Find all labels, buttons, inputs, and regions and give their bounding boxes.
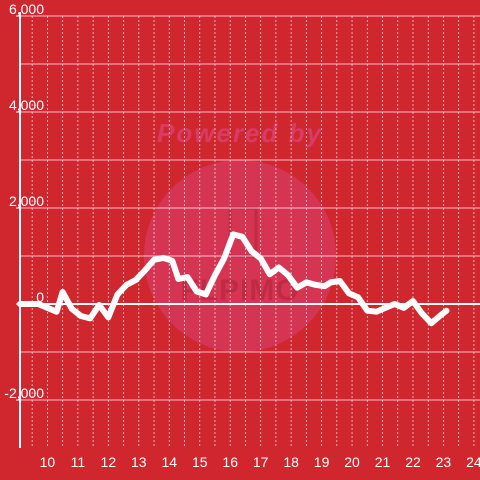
y-tick-label: 0 — [36, 289, 44, 305]
x-tick-label: 12 — [101, 454, 117, 470]
x-tick-label: 13 — [131, 454, 147, 470]
watermark-top-text: Powered by — [157, 118, 323, 148]
x-tick-label: 23 — [436, 454, 452, 470]
x-tick-label: 11 — [71, 454, 86, 470]
x-tick-label: 17 — [253, 454, 269, 470]
series-group — [17, 231, 450, 327]
y-tick-label: -2,000 — [4, 385, 44, 401]
x-tick-label: 14 — [161, 454, 177, 470]
tick-labels: -2,000 0 2,000 4,000 6,000 10 11 12 13 14 15 16 17 18… — [4, 1, 480, 470]
y-tick-label: 2,000 — [9, 193, 44, 209]
x-tick-label: 22 — [405, 454, 421, 470]
x-tick-label: 24 — [466, 454, 480, 470]
x-tick-label: 21 — [375, 454, 391, 470]
x-tick-label: 18 — [283, 454, 299, 470]
grid — [20, 15, 480, 448]
y-tick-label: 6,000 — [9, 1, 44, 17]
x-tick-label: 19 — [314, 454, 330, 470]
y-tick-label: 4,000 — [9, 97, 44, 113]
x-tick-label: 15 — [192, 454, 208, 470]
x-tick-label: 16 — [222, 454, 238, 470]
x-tick-label: 20 — [344, 454, 360, 470]
series-line — [17, 231, 450, 327]
x-tick-label: 10 — [40, 454, 56, 470]
